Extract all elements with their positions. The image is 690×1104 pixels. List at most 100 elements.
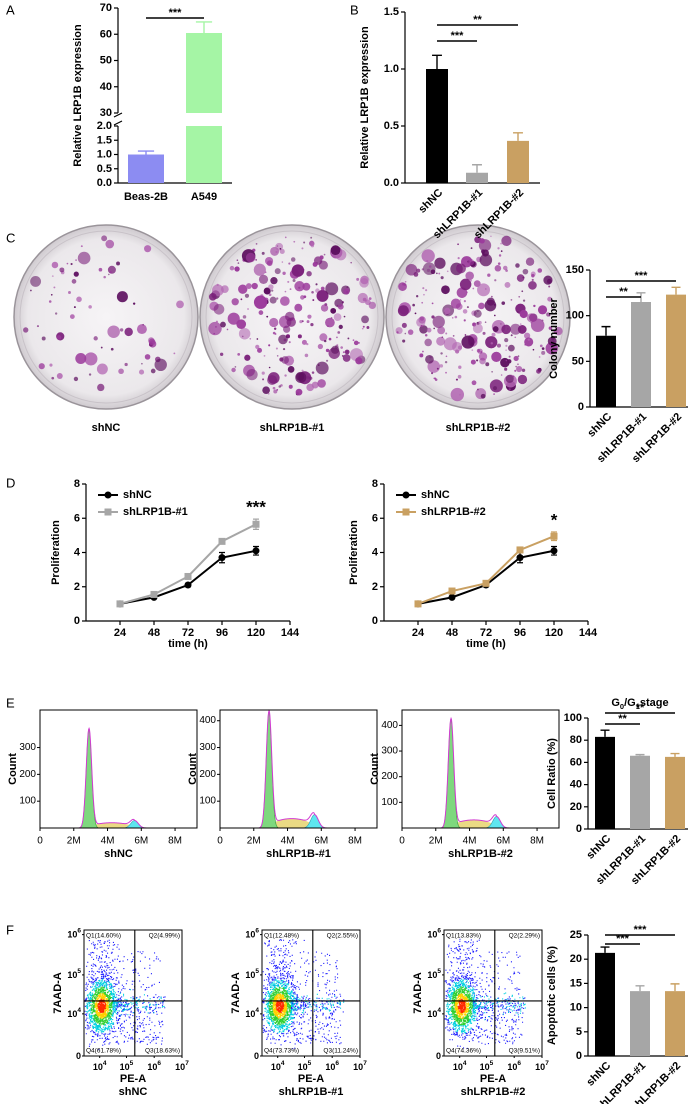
colony xyxy=(402,282,405,286)
colony xyxy=(480,393,486,399)
y-axis-label: Relative LRP1B expression xyxy=(72,24,84,167)
tick-label: 100 xyxy=(566,310,584,322)
colony xyxy=(444,360,448,364)
tick-label: 4 xyxy=(372,547,379,559)
colony xyxy=(301,339,307,345)
colony xyxy=(275,347,278,350)
tick-label: 100 xyxy=(381,797,398,808)
colony xyxy=(73,306,76,309)
tick-base: 10 xyxy=(67,970,77,980)
colony xyxy=(51,376,55,380)
x-axis-label: time (h) xyxy=(168,638,208,650)
colony xyxy=(352,339,355,342)
tick-label: 0 xyxy=(399,836,405,847)
colony xyxy=(141,362,143,365)
colony xyxy=(396,331,399,334)
colony xyxy=(56,335,62,340)
plate-rim xyxy=(19,230,193,404)
colony xyxy=(301,247,304,250)
tick-label: 72 xyxy=(182,627,194,639)
colony xyxy=(273,389,278,394)
colony xyxy=(68,291,71,294)
colony xyxy=(234,266,240,272)
y-axis-label: Proliferation xyxy=(348,520,360,585)
x-tick-label: Beas-2B xyxy=(124,191,168,203)
tick-label: 105 xyxy=(120,1060,134,1073)
colony xyxy=(437,326,446,335)
colony xyxy=(270,277,278,285)
colony xyxy=(306,320,310,324)
colony xyxy=(457,243,459,246)
colony xyxy=(150,368,156,374)
colony xyxy=(306,270,312,277)
colony xyxy=(522,268,529,275)
colony xyxy=(75,259,77,261)
tick-base: 10 xyxy=(175,1062,185,1072)
colony xyxy=(441,285,450,295)
colony xyxy=(262,386,270,395)
marker xyxy=(252,547,260,555)
colony xyxy=(517,363,519,366)
colony xyxy=(500,250,503,252)
colony xyxy=(434,257,446,269)
colony xyxy=(368,297,372,301)
colony xyxy=(419,316,425,321)
colony xyxy=(485,362,490,367)
colony xyxy=(484,299,497,312)
title-part: stage xyxy=(640,697,669,709)
tick-label: 105 xyxy=(480,1060,494,1073)
colony xyxy=(276,297,279,300)
colony xyxy=(257,347,263,353)
colony xyxy=(278,334,288,345)
colony xyxy=(517,325,527,334)
colony xyxy=(476,359,479,362)
tick-label: 40 xyxy=(100,81,112,93)
colony xyxy=(517,374,528,385)
colony xyxy=(541,350,546,355)
colony xyxy=(340,346,343,349)
colony xyxy=(23,327,29,333)
tick-label: 0 xyxy=(74,615,80,627)
colony xyxy=(284,290,287,293)
colony xyxy=(479,253,493,267)
colony xyxy=(441,336,444,338)
colony xyxy=(289,288,292,291)
colony xyxy=(229,265,235,271)
colony xyxy=(452,334,455,337)
colony xyxy=(48,300,52,303)
colony xyxy=(107,265,116,274)
quadrant-label: Q1(14.60%) xyxy=(86,933,121,940)
colony xyxy=(434,378,438,381)
significance-label: ** xyxy=(636,702,645,714)
colony xyxy=(100,346,103,349)
colony xyxy=(294,303,303,312)
colony xyxy=(466,306,469,309)
colony xyxy=(516,365,523,373)
tick-label: 48 xyxy=(148,627,160,639)
colony xyxy=(357,292,368,304)
colony xyxy=(480,249,486,254)
plot-frame xyxy=(219,709,378,829)
marker xyxy=(218,554,226,562)
colony xyxy=(80,245,83,248)
x-axis-label: shLRP1B-#1 xyxy=(266,848,331,860)
colony xyxy=(297,334,302,339)
colony xyxy=(478,302,485,310)
colony xyxy=(424,334,428,337)
colony xyxy=(430,269,436,275)
error-bar xyxy=(671,286,681,295)
marker xyxy=(184,572,192,580)
tick-label: 106 xyxy=(147,1060,161,1073)
colony xyxy=(275,250,278,254)
colony xyxy=(213,303,225,315)
tick-label: 105 xyxy=(298,1060,312,1073)
colony xyxy=(101,235,108,242)
marker xyxy=(550,532,558,540)
colony xyxy=(498,254,502,257)
quadrant-label: Q3(18.63%) xyxy=(145,1048,180,1055)
colony xyxy=(288,384,293,389)
tick-exponent: 7 xyxy=(545,1060,549,1067)
tick-label: 8M xyxy=(348,836,362,847)
colony xyxy=(275,242,284,251)
tick-exponent: 7 xyxy=(363,1060,367,1067)
